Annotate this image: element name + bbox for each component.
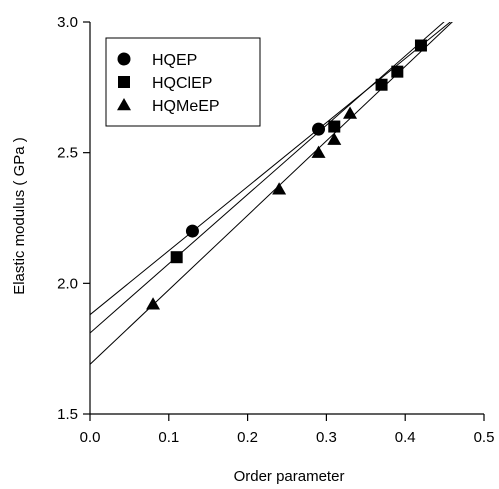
legend-marker-hqmeep <box>117 98 131 111</box>
axes: 0.0 0.1 0.2 0.3 0.4 0.5 1.5 2.0 2.5 3.0 <box>57 14 494 446</box>
x-axis-label: Order parameter <box>234 468 345 485</box>
point-hqclep <box>414 39 427 52</box>
data-points <box>146 39 427 310</box>
x-tick-label: 0.0 <box>80 429 101 446</box>
legend: HQEP HQClEP HQMeEP <box>105 37 261 127</box>
point-hqclep <box>375 78 388 91</box>
legend-marker-hqep <box>117 52 131 66</box>
legend-label: HQClEP <box>152 75 212 92</box>
point-hqclep <box>170 251 183 264</box>
point-hqmeep <box>327 132 342 145</box>
point-hqmeep <box>146 297 161 310</box>
point-hqclep <box>328 120 341 133</box>
point-hqmeep <box>343 106 358 119</box>
legend-marker-hqclep <box>118 76 130 88</box>
legend-label: HQMeEP <box>152 98 220 115</box>
x-tick-label: 0.3 <box>316 429 337 446</box>
legend-label: HQEP <box>152 52 197 69</box>
x-tick-label: 0.1 <box>158 429 179 446</box>
point-hqmeep <box>272 182 287 195</box>
point-hqmeep <box>311 145 326 158</box>
legend-box <box>105 37 261 127</box>
y-tick-label: 2.5 <box>57 145 78 162</box>
x-tick-label: 0.5 <box>474 429 495 446</box>
x-tick-label: 0.2 <box>237 429 258 446</box>
point-hqep <box>185 224 199 238</box>
x-tick-label: 0.4 <box>395 429 416 446</box>
point-hqep <box>312 122 326 136</box>
y-tick-label: 2.0 <box>57 275 78 292</box>
y-tick-label: 1.5 <box>57 406 78 423</box>
point-hqclep <box>391 65 404 78</box>
y-axis-label: Elastic modulus ( GPa ) <box>11 137 28 295</box>
y-tick-label: 3.0 <box>57 14 78 31</box>
